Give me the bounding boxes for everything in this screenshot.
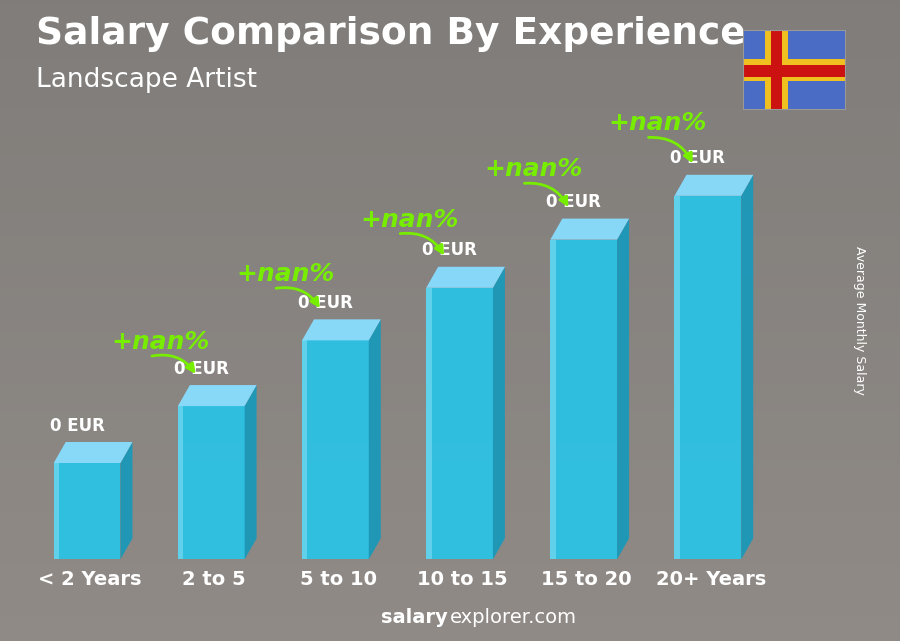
Bar xyxy=(178,406,184,560)
Text: explorer.com: explorer.com xyxy=(450,608,577,627)
Text: 5 to 10: 5 to 10 xyxy=(300,570,377,589)
Bar xyxy=(427,288,431,560)
Bar xyxy=(178,406,245,560)
Text: Landscape Artist: Landscape Artist xyxy=(36,67,257,94)
Polygon shape xyxy=(427,267,505,288)
Polygon shape xyxy=(178,385,256,406)
Polygon shape xyxy=(617,219,629,560)
Text: +nan%: +nan% xyxy=(112,330,210,354)
Text: Salary Comparison By Experience: Salary Comparison By Experience xyxy=(36,16,746,52)
Polygon shape xyxy=(245,385,256,560)
Bar xyxy=(550,240,555,560)
Text: 15 to 20: 15 to 20 xyxy=(542,570,632,589)
Bar xyxy=(302,340,369,560)
Text: 10 to 15: 10 to 15 xyxy=(418,570,508,589)
Text: 0 EUR: 0 EUR xyxy=(546,193,601,211)
Text: +nan%: +nan% xyxy=(360,208,458,232)
Polygon shape xyxy=(742,175,753,560)
Text: Average Monthly Salary: Average Monthly Salary xyxy=(853,246,866,395)
Text: +nan%: +nan% xyxy=(608,112,707,135)
Text: 2 to 5: 2 to 5 xyxy=(183,570,246,589)
Polygon shape xyxy=(121,442,132,560)
Bar xyxy=(765,30,788,110)
Bar xyxy=(550,240,617,560)
Bar xyxy=(674,196,680,560)
Bar xyxy=(302,340,308,560)
Text: 0 EUR: 0 EUR xyxy=(50,417,104,435)
Text: 0 EUR: 0 EUR xyxy=(422,242,477,260)
Bar xyxy=(742,59,846,81)
Text: 0 EUR: 0 EUR xyxy=(298,294,353,312)
Bar xyxy=(427,288,493,560)
Polygon shape xyxy=(493,267,505,560)
Bar xyxy=(54,463,121,560)
Bar xyxy=(674,196,742,560)
Polygon shape xyxy=(674,175,753,196)
Text: < 2 Years: < 2 Years xyxy=(39,570,142,589)
Bar xyxy=(742,65,846,77)
Text: 0 EUR: 0 EUR xyxy=(174,360,229,378)
Text: 20+ Years: 20+ Years xyxy=(656,570,766,589)
Polygon shape xyxy=(369,319,381,560)
Polygon shape xyxy=(550,219,629,240)
Text: +nan%: +nan% xyxy=(484,158,582,181)
Bar xyxy=(771,30,782,110)
Polygon shape xyxy=(54,442,132,463)
Text: salary: salary xyxy=(381,608,447,627)
Bar xyxy=(54,463,59,560)
Text: +nan%: +nan% xyxy=(236,263,334,287)
Text: 0 EUR: 0 EUR xyxy=(670,149,725,167)
Polygon shape xyxy=(302,319,381,340)
